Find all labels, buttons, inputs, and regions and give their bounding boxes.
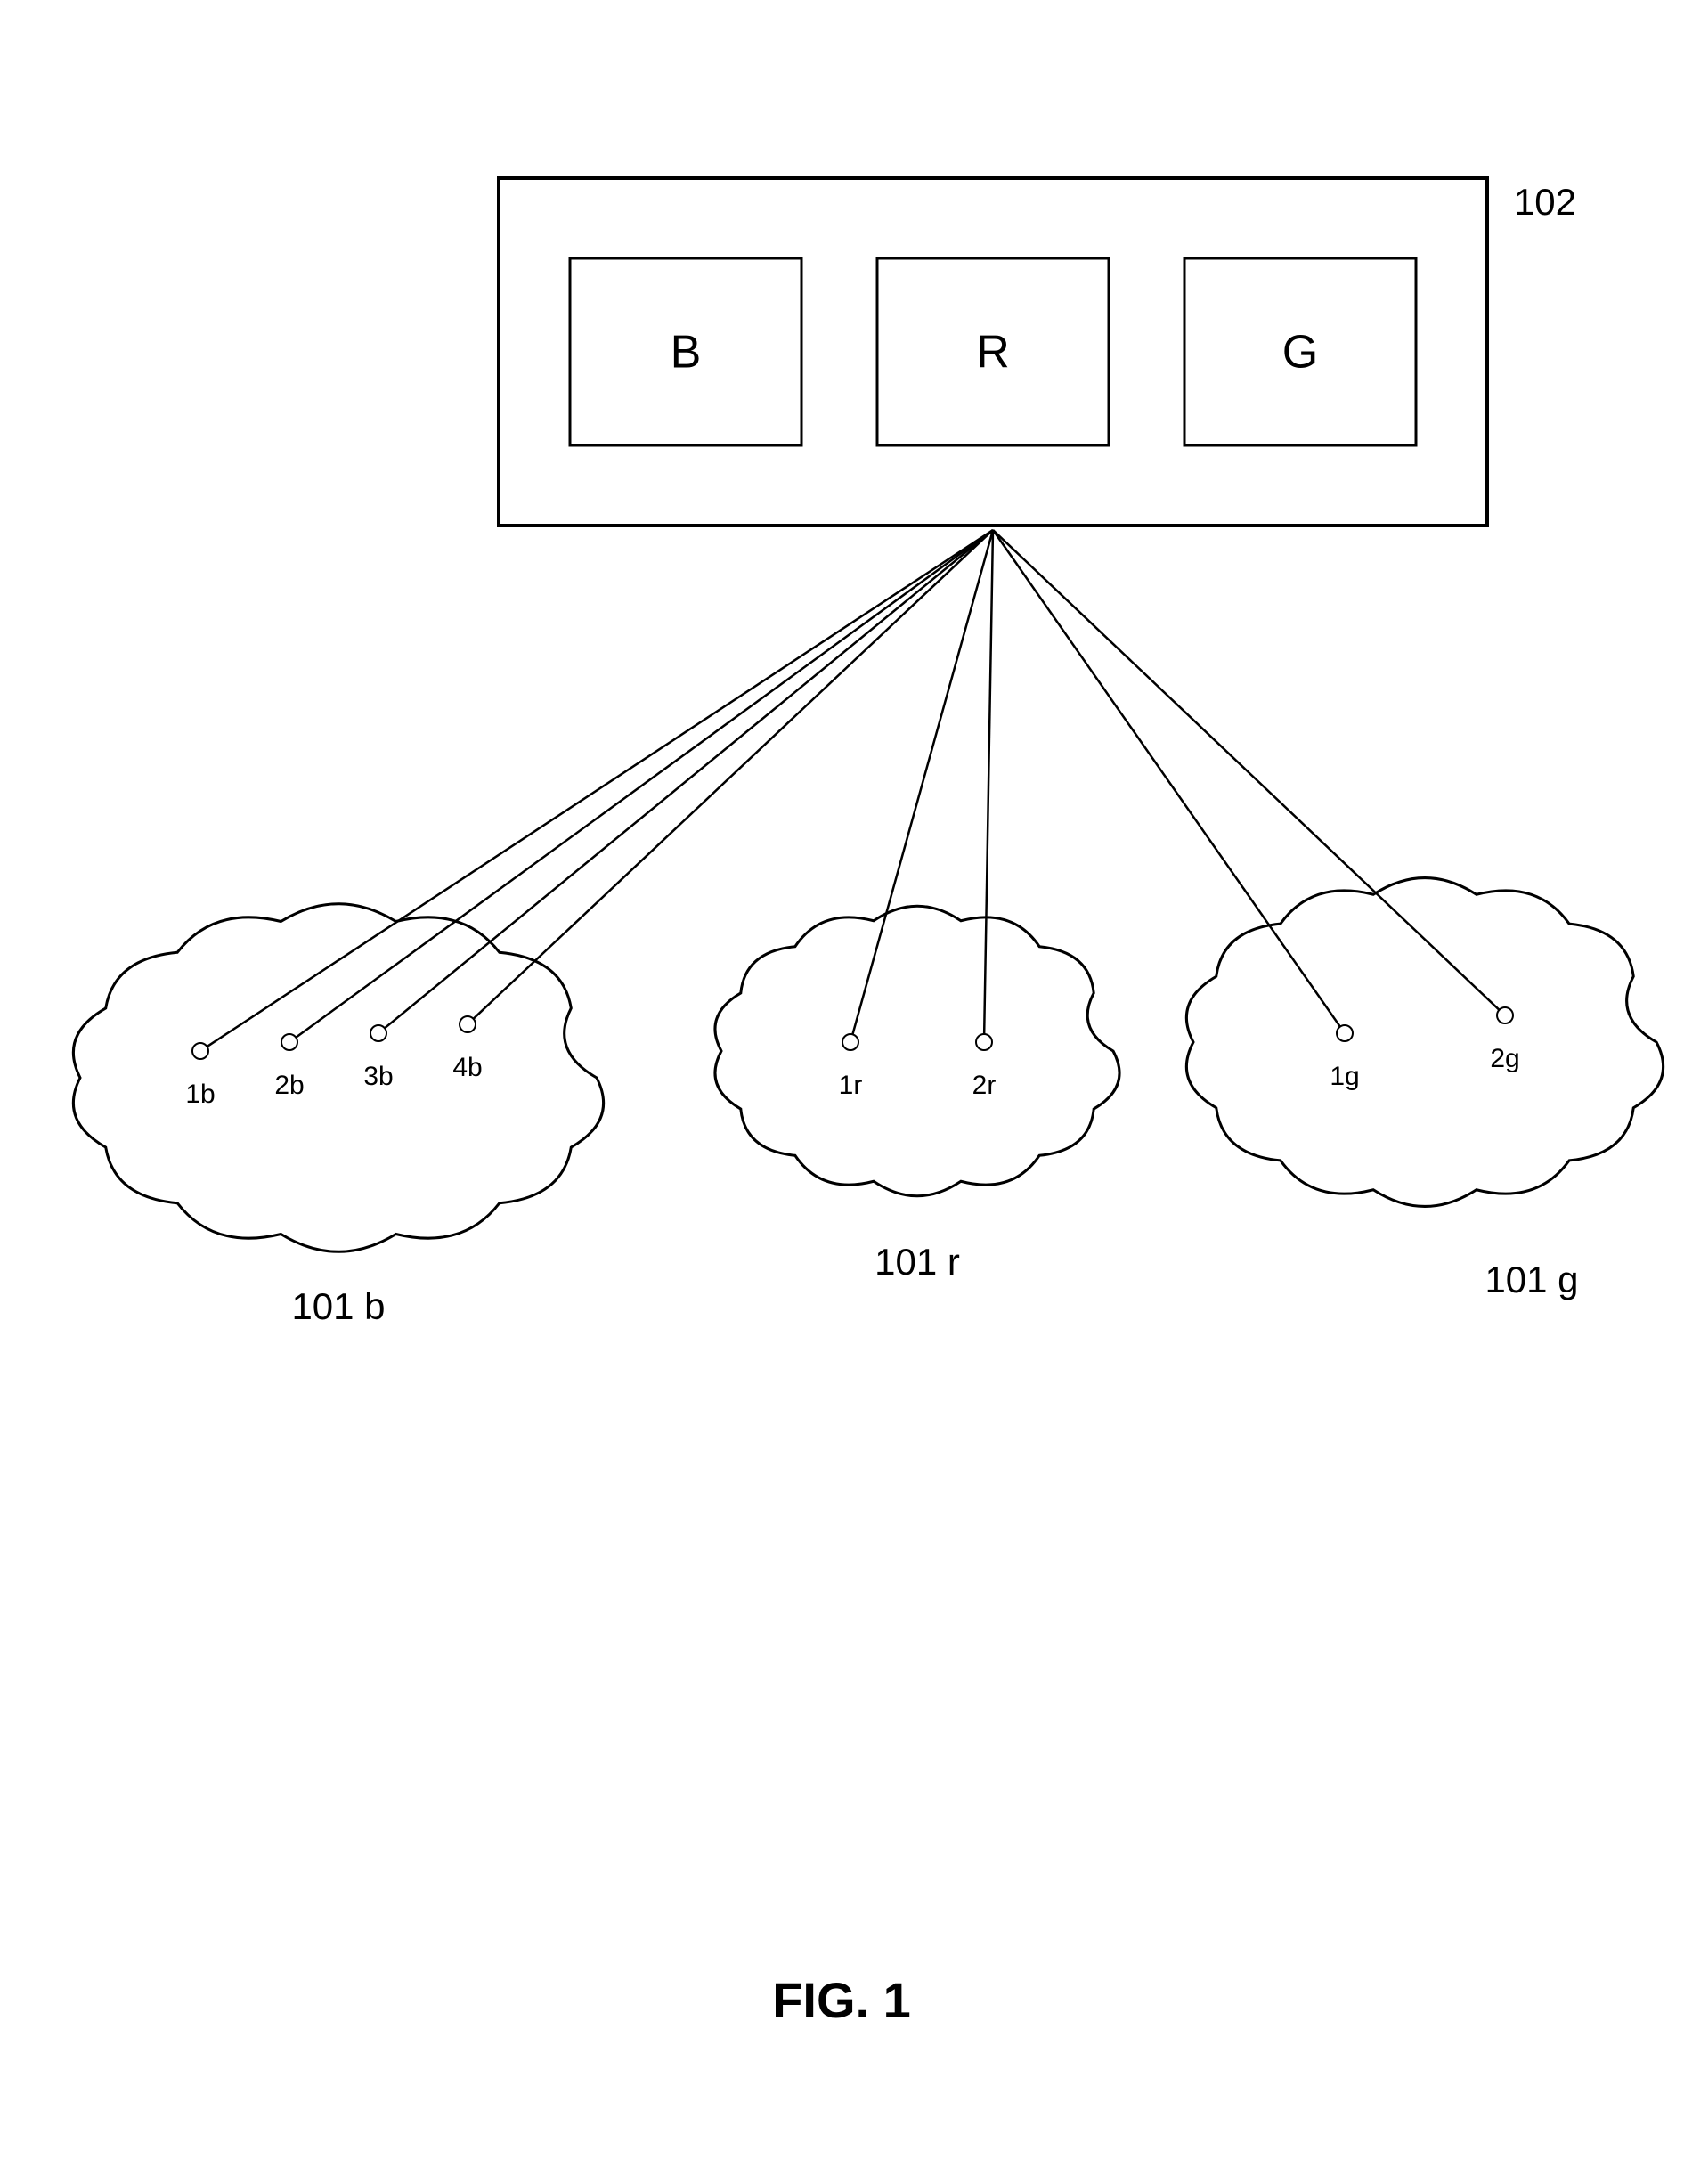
- cloud-ref-r: 101 r: [875, 1241, 960, 1283]
- node-label-2g: 2g: [1490, 1044, 1519, 1073]
- node-2b: [281, 1034, 297, 1050]
- node-label-2b: 2b: [274, 1071, 304, 1100]
- node-label-4b: 4b: [452, 1053, 482, 1082]
- node-3b: [370, 1025, 386, 1041]
- sub-box-label-b: B: [671, 327, 702, 379]
- link-1r: [852, 530, 993, 1034]
- sub-box-label-r: R: [976, 327, 1010, 379]
- figure-label: FIG. 1: [772, 1972, 911, 2028]
- link-2b: [296, 530, 993, 1038]
- cloud-b: [73, 904, 603, 1252]
- link-1g: [993, 530, 1340, 1027]
- link-2r: [984, 530, 993, 1034]
- main-box-ref: 102: [1514, 181, 1576, 223]
- node-label-1r: 1r: [839, 1071, 863, 1100]
- cloud-r: [715, 906, 1119, 1195]
- node-label-2r: 2r: [972, 1071, 997, 1100]
- node-1r: [842, 1034, 858, 1050]
- link-2g: [993, 530, 1499, 1010]
- diagram-canvas: B R G 1b 2b 3b 4b 101 b 1r 2r 101 r 1g 2g 101 g 102 FIG…: [0, 0, 1684, 2184]
- lines-layer: [207, 530, 1500, 1047]
- node-2g: [1497, 1007, 1513, 1023]
- node-1g: [1337, 1025, 1353, 1041]
- node-label-1g: 1g: [1330, 1062, 1359, 1091]
- cloud-g: [1186, 878, 1663, 1207]
- node-label-1b: 1b: [185, 1080, 215, 1109]
- link-1b: [207, 530, 993, 1047]
- cloud-ref-g: 101 g: [1485, 1259, 1578, 1300]
- mainbox-layer: BRG: [499, 178, 1487, 526]
- sub-box-label-g: G: [1282, 327, 1318, 379]
- node-4b: [460, 1016, 476, 1032]
- node-2r: [976, 1034, 992, 1050]
- cloud-ref-b: 101 b: [291, 1285, 385, 1327]
- link-4b: [474, 530, 993, 1019]
- clouds-layer: [73, 878, 1663, 1252]
- node-1b: [192, 1043, 208, 1059]
- node-label-3b: 3b: [363, 1062, 393, 1091]
- link-3b: [385, 530, 993, 1028]
